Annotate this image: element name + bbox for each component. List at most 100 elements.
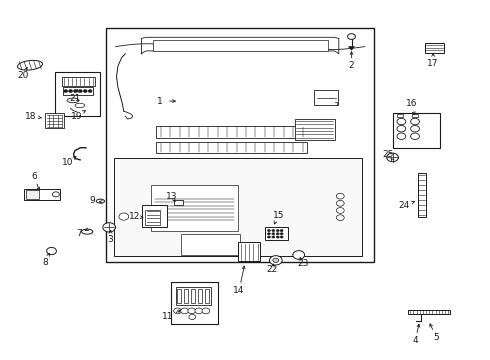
Text: 19: 19 bbox=[71, 112, 82, 121]
Circle shape bbox=[280, 233, 283, 235]
Bar bbox=[238, 242, 260, 261]
Polygon shape bbox=[348, 46, 354, 50]
Circle shape bbox=[103, 223, 116, 232]
Circle shape bbox=[188, 308, 196, 314]
Circle shape bbox=[74, 90, 77, 93]
Text: 12: 12 bbox=[129, 212, 141, 221]
Circle shape bbox=[276, 233, 279, 235]
Bar bbox=[106, 28, 374, 262]
Text: 20: 20 bbox=[17, 71, 28, 80]
Text: 2: 2 bbox=[349, 62, 354, 71]
Circle shape bbox=[336, 208, 344, 213]
Circle shape bbox=[411, 118, 419, 125]
Text: 22: 22 bbox=[267, 265, 278, 274]
Bar bbox=[315, 90, 338, 105]
Circle shape bbox=[195, 308, 203, 314]
Circle shape bbox=[119, 213, 129, 220]
Circle shape bbox=[336, 193, 344, 199]
Text: 6: 6 bbox=[31, 172, 37, 181]
Bar bbox=[425, 42, 444, 53]
Text: 13: 13 bbox=[166, 192, 177, 201]
Circle shape bbox=[173, 308, 181, 314]
Bar bbox=[198, 289, 202, 303]
Circle shape bbox=[272, 236, 275, 238]
Bar bbox=[151, 185, 238, 231]
Text: 24: 24 bbox=[399, 201, 410, 210]
Bar bbox=[55, 72, 100, 116]
Circle shape bbox=[189, 315, 196, 319]
Text: 25: 25 bbox=[382, 150, 393, 159]
Bar bbox=[191, 289, 195, 303]
Bar bbox=[180, 234, 240, 255]
Circle shape bbox=[64, 90, 68, 93]
Bar bbox=[153, 40, 328, 51]
Circle shape bbox=[336, 201, 344, 206]
Bar bbox=[393, 113, 441, 148]
Text: 7: 7 bbox=[76, 229, 82, 238]
Text: 17: 17 bbox=[427, 59, 439, 68]
Circle shape bbox=[280, 236, 283, 238]
Circle shape bbox=[397, 133, 406, 139]
Circle shape bbox=[336, 215, 344, 221]
Text: 14: 14 bbox=[233, 286, 245, 295]
Circle shape bbox=[202, 308, 210, 314]
Bar bbox=[62, 77, 95, 86]
Circle shape bbox=[52, 192, 59, 197]
Ellipse shape bbox=[18, 60, 43, 70]
Bar bbox=[156, 141, 307, 153]
Text: 11: 11 bbox=[162, 312, 173, 321]
Circle shape bbox=[411, 126, 419, 132]
Circle shape bbox=[83, 90, 87, 93]
Bar bbox=[146, 210, 160, 225]
Text: 3: 3 bbox=[108, 235, 114, 244]
Circle shape bbox=[181, 308, 189, 314]
Circle shape bbox=[88, 90, 92, 93]
Circle shape bbox=[347, 34, 355, 40]
Circle shape bbox=[270, 256, 282, 265]
Circle shape bbox=[276, 236, 279, 238]
Circle shape bbox=[293, 251, 305, 259]
Circle shape bbox=[273, 258, 279, 262]
Ellipse shape bbox=[67, 98, 79, 103]
Bar bbox=[171, 282, 218, 324]
Ellipse shape bbox=[96, 199, 104, 203]
Bar bbox=[177, 289, 181, 303]
Bar bbox=[114, 158, 362, 256]
Text: 18: 18 bbox=[25, 112, 37, 121]
Circle shape bbox=[268, 233, 270, 235]
Circle shape bbox=[387, 153, 398, 162]
Circle shape bbox=[397, 126, 406, 132]
Bar bbox=[418, 173, 426, 217]
Text: 21: 21 bbox=[69, 94, 81, 103]
Circle shape bbox=[411, 133, 419, 139]
Bar bbox=[45, 113, 64, 129]
Circle shape bbox=[397, 118, 406, 125]
Text: 4: 4 bbox=[412, 336, 418, 345]
Bar bbox=[265, 226, 288, 239]
Circle shape bbox=[69, 90, 73, 93]
Text: 1: 1 bbox=[157, 96, 162, 105]
Bar bbox=[63, 87, 93, 95]
Text: 10: 10 bbox=[62, 158, 74, 167]
Bar bbox=[175, 287, 211, 305]
Text: 5: 5 bbox=[434, 333, 440, 342]
Bar bbox=[397, 114, 403, 117]
Bar bbox=[143, 205, 167, 227]
Circle shape bbox=[47, 247, 56, 255]
Bar bbox=[156, 126, 307, 138]
Bar bbox=[205, 289, 209, 303]
Text: 9: 9 bbox=[90, 196, 96, 205]
Circle shape bbox=[272, 229, 275, 231]
Circle shape bbox=[280, 229, 283, 231]
Ellipse shape bbox=[75, 103, 85, 108]
Bar bbox=[24, 189, 60, 200]
Text: 23: 23 bbox=[297, 259, 308, 268]
Text: 8: 8 bbox=[43, 258, 49, 267]
Bar bbox=[412, 114, 418, 117]
Bar bbox=[184, 289, 188, 303]
Text: 16: 16 bbox=[406, 99, 418, 108]
Circle shape bbox=[78, 90, 82, 93]
Bar bbox=[408, 310, 450, 314]
Bar bbox=[295, 119, 335, 140]
Ellipse shape bbox=[81, 229, 93, 234]
